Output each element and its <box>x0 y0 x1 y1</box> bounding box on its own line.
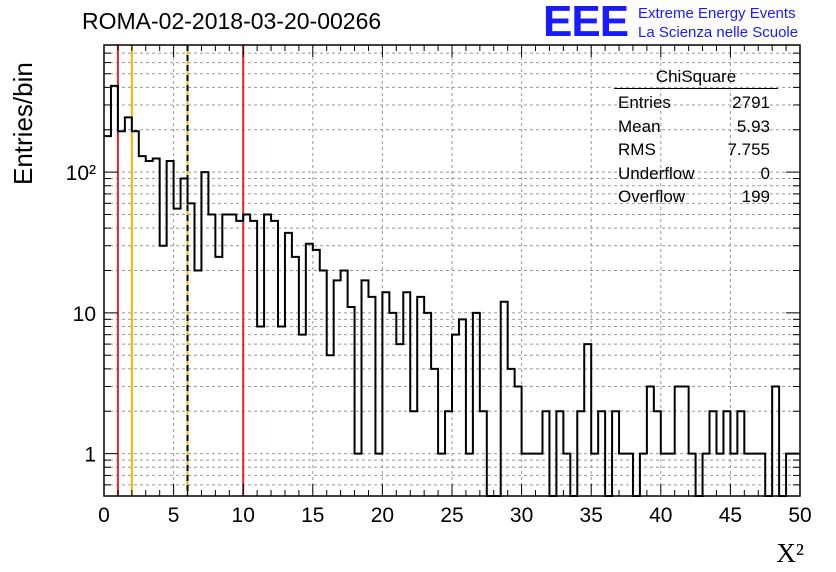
stats-label: Overflow <box>618 187 686 206</box>
stats-row: Mean 5.93 <box>610 115 778 139</box>
x-tick-label: 35 <box>580 504 603 527</box>
stats-label: Underflow <box>618 163 695 183</box>
x-tick-label: 25 <box>440 504 463 527</box>
y-tick-label: 10 <box>73 303 96 326</box>
eee-logo: EEE <box>543 0 629 46</box>
logo-line-1: Extreme Energy Events <box>638 5 796 22</box>
x-tick-labels: 0 5 10 15 20 25 30 35 40 45 50 <box>98 504 812 527</box>
stats-value: 0 <box>760 163 770 183</box>
axis-ticks <box>103 45 801 496</box>
logo-line-2: La Scienza nelle Scuole <box>638 24 799 41</box>
stats-title: ChiSquare <box>614 67 778 89</box>
stats-value: 7.755 <box>727 140 770 159</box>
y-tick-label: 10² <box>66 162 96 185</box>
y-tick-label: 1 <box>84 444 96 467</box>
stats-value: 199 <box>741 187 770 206</box>
stats-label: Entries <box>618 93 671 112</box>
x-tick-label: 5 <box>168 504 180 527</box>
stats-row: RMS 7.755 <box>610 138 778 162</box>
stats-value: 5.93 <box>736 116 770 136</box>
x-tick-label: 15 <box>301 504 324 527</box>
x-tick-label: 50 <box>788 504 811 527</box>
histogram-series <box>104 84 800 497</box>
stats-row: Entries 2791 <box>610 91 778 115</box>
stats-value: 2791 <box>732 93 770 112</box>
stats-label: Mean <box>618 116 661 136</box>
x-tick-label: 40 <box>649 504 672 527</box>
stats-label: RMS <box>618 140 656 159</box>
x-tick-label: 30 <box>510 504 533 527</box>
chart-title: ROMA-02-2018-03-20-00266 <box>82 8 382 34</box>
stats-row: Overflow 199 <box>610 185 778 209</box>
x-axis-label: X² <box>776 538 804 568</box>
y-tick-labels: 1 10 10² <box>66 162 96 467</box>
x-tick-label: 10 <box>232 504 255 527</box>
x-tick-label: 20 <box>371 504 394 527</box>
x-tick-label: 0 <box>98 504 110 527</box>
x-tick-label: 45 <box>719 504 742 527</box>
stats-box: ChiSquare Entries 2791 Mean 5.93 RMS 7.7… <box>610 67 778 209</box>
stats-row: Underflow 0 <box>610 162 778 186</box>
y-axis-label: Entries/bin <box>8 62 38 185</box>
